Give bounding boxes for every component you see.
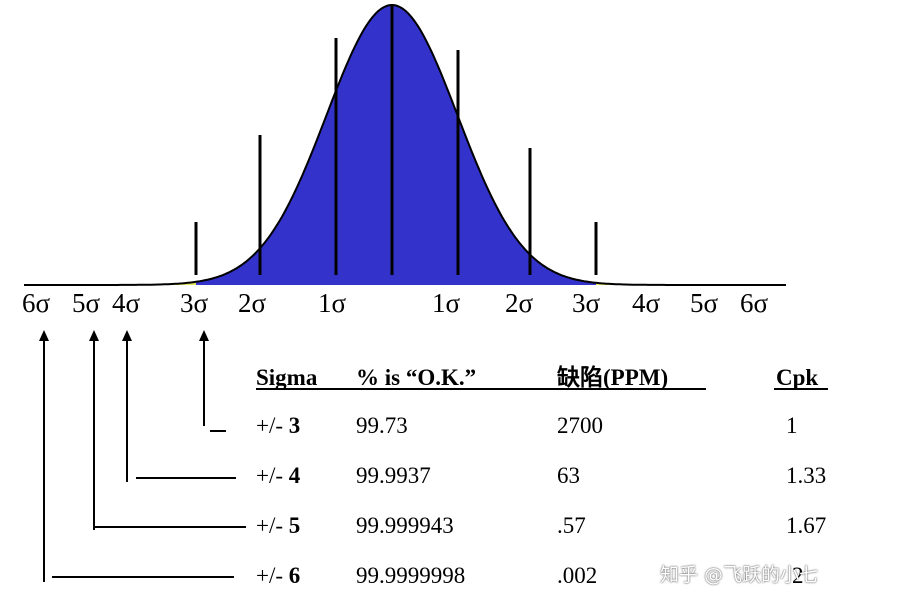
sigma-label-left-3: 3σ [180,288,209,318]
row-cpk-3: 1 [786,413,798,438]
sigma-bands [90,5,704,285]
watermark: 知乎 @飞跃的小七 [660,564,819,586]
header-cpk: Cpk [776,365,819,390]
row-cpk-6: 2 [792,563,804,588]
row-cpk-5: 1.67 [786,513,827,538]
leader-6-arrowhead [39,330,49,341]
row-ppm-4: 63 [557,463,580,488]
leader-5-arrowhead [89,330,99,341]
sigma-label-left-5: 5σ [72,288,101,318]
sigma-label-right-2: 2σ [505,288,534,318]
row-sigma-4: +/- 4 [256,463,301,488]
header-ok: % is “O.K.” [356,365,477,390]
sigma-label-right-5: 5σ [690,288,719,318]
band-center-3sigma [196,5,596,285]
row-ppm-6: .002 [557,563,598,588]
row-cpk-4: 1.33 [786,463,827,488]
row-ok-5: 99.999943 [356,513,454,538]
sigma-label-left-1: 1σ [318,288,347,318]
leader-3-arrowhead [199,330,209,341]
row-ok-4: 99.9937 [356,463,431,488]
row-sigma-6: +/- 6 [256,563,301,588]
sigma-label-right-3: 3σ [572,288,601,318]
sigma-label-right-4: 4σ [632,288,661,318]
bell-curve [24,3,786,286]
header-sigma: Sigma [256,365,318,390]
sigma-label-left-2: 2σ [238,288,267,318]
row-ppm-3: 2700 [557,413,603,438]
leader-arrows [39,330,828,582]
sigma-label-left-4: 4σ [112,288,141,318]
row-ok-3: 99.73 [356,413,408,438]
row-ppm-5: .57 [557,513,586,538]
leader-4-arrowhead [122,330,132,341]
row-ok-6: 99.9999998 [356,563,466,588]
sigma-dividers [194,4,598,275]
row-sigma-5: +/- 5 [256,513,301,538]
sigma-label-right-6: 6σ [740,288,769,318]
row-sigma-3: +/- 3 [256,413,301,438]
sigma-label-right-1: 1σ [432,288,461,318]
sigma-label-left-6: 6σ [22,288,51,318]
header-ppm: 缺陷(PPM) [557,365,669,390]
